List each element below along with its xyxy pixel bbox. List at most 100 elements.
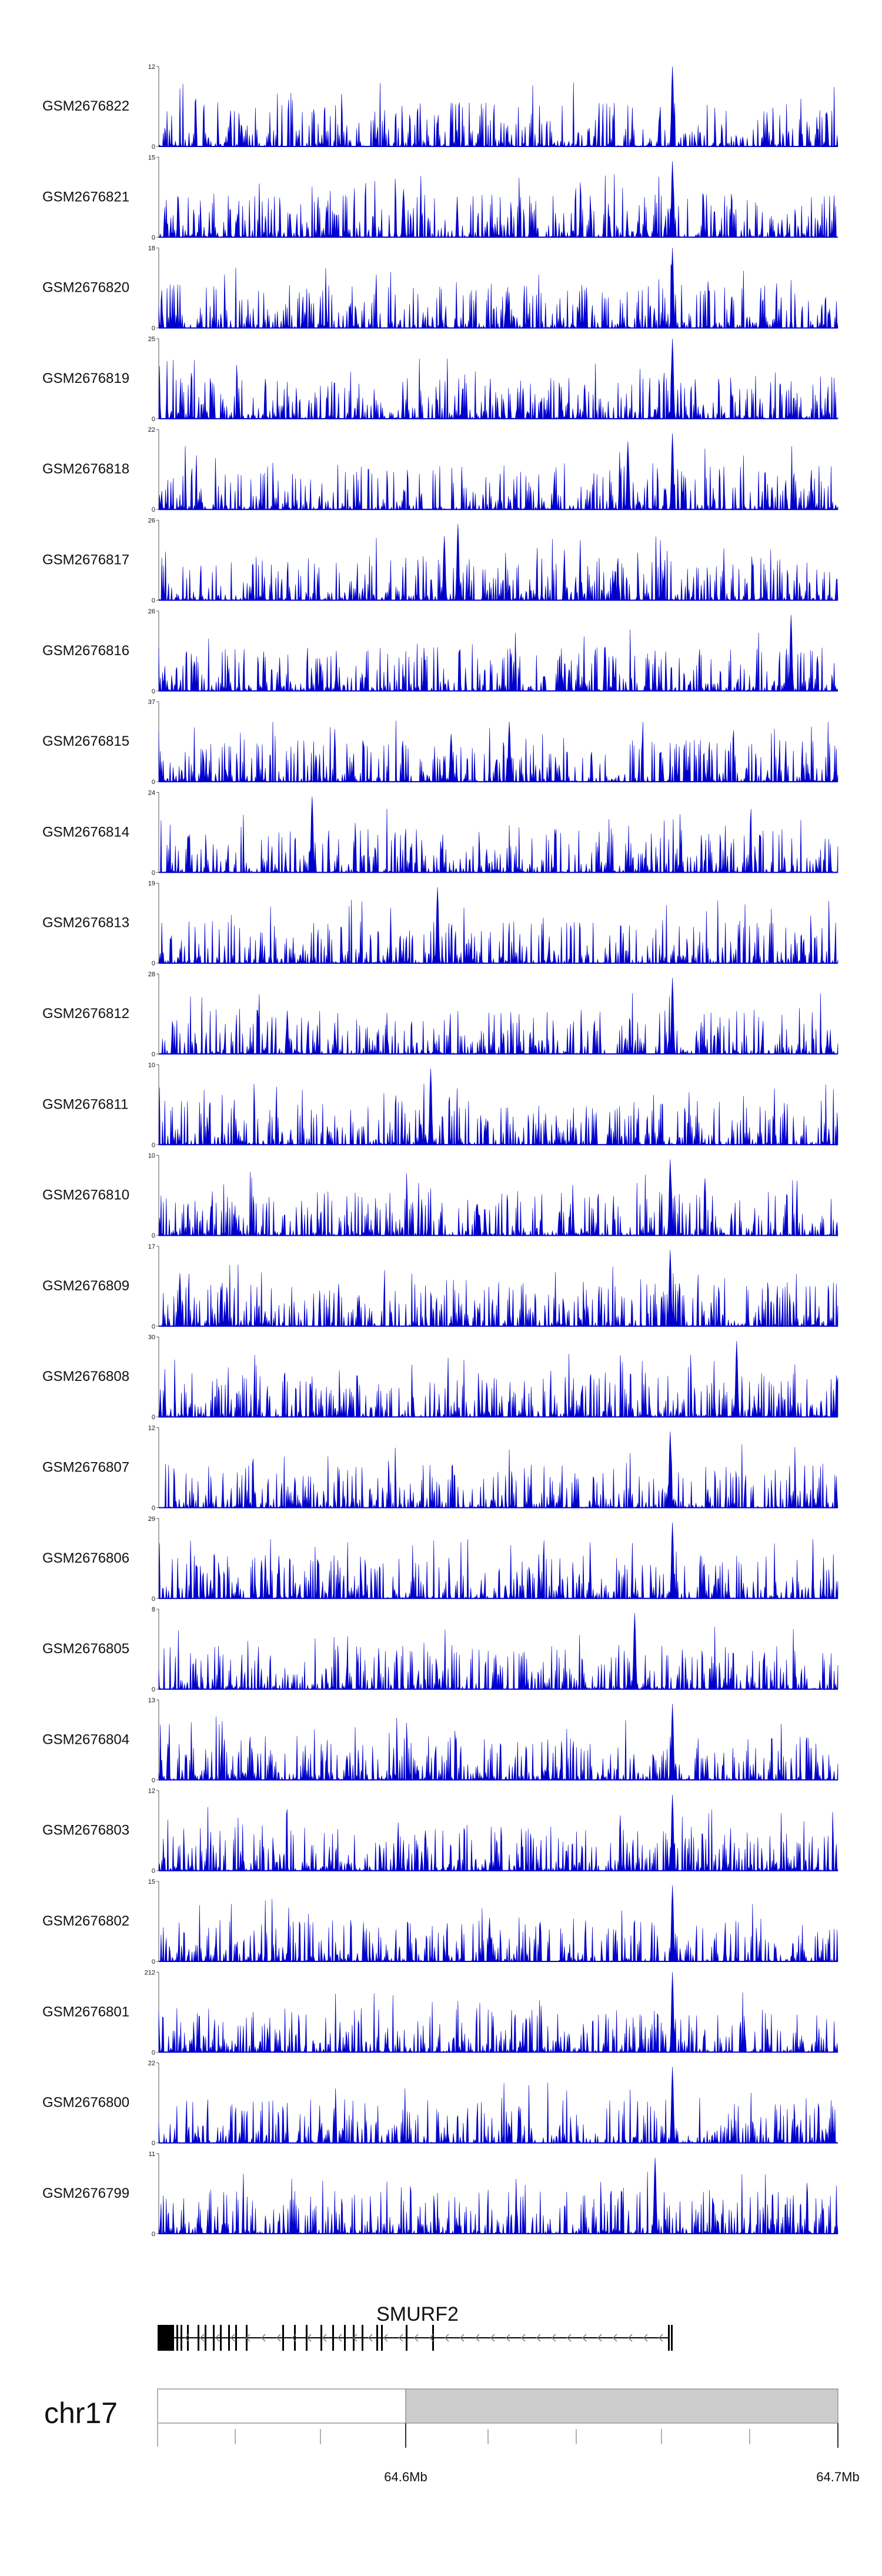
- gene-exon: [668, 2325, 670, 2351]
- y-min-label: 0: [152, 2231, 155, 2238]
- track-label: GSM2676804: [42, 1731, 129, 1747]
- gene-exon: [320, 2325, 322, 2351]
- y-min-label: 0: [152, 1596, 155, 1603]
- y-max-label: 29: [148, 1516, 155, 1523]
- signal-tracks: GSM2676822120GSM2676821150GSM2676820180G…: [42, 64, 838, 2238]
- track-GSM2676808: GSM2676808 30 0: [42, 1334, 838, 1421]
- track-GSM2676807: GSM2676807 12 0: [42, 1425, 838, 1512]
- strand-arrow: [368, 2334, 373, 2342]
- gene-name-label: SMURF2: [376, 2303, 459, 2325]
- y-max-label: 24: [148, 789, 155, 796]
- y-max-label: 15: [148, 154, 155, 161]
- strand-arrow: [475, 2334, 480, 2342]
- strand-arrow: [658, 2334, 663, 2342]
- gene-exon: [158, 2325, 174, 2351]
- track-GSM2676800: GSM2676800 22 0: [42, 2060, 838, 2147]
- strand-arrow: [291, 2334, 296, 2342]
- signal-area: [159, 796, 838, 873]
- y-max-label: 11: [149, 2151, 155, 2158]
- track-label: GSM2676820: [42, 280, 129, 296]
- track-label: GSM2676802: [42, 1913, 129, 1929]
- strand-arrow: [597, 2334, 602, 2342]
- track-label: GSM2676801: [42, 2004, 129, 2020]
- track-GSM2676801: GSM2676801 212 0: [42, 1969, 838, 2056]
- track-label: GSM2676807: [42, 1460, 129, 1476]
- track-label: GSM2676815: [42, 733, 129, 749]
- y-max-label: 12: [148, 1425, 155, 1432]
- y-min-label: 0: [152, 1414, 155, 1421]
- y-min-label: 0: [152, 2049, 155, 2056]
- y-min-label: 0: [152, 779, 155, 786]
- y-max-label: 37: [148, 699, 155, 706]
- signal-area: [158, 720, 838, 783]
- strand-arrow: [306, 2334, 312, 2342]
- gene-exon: [181, 2325, 182, 2351]
- strand-arrow: [429, 2334, 434, 2342]
- strand-arrow: [199, 2334, 205, 2342]
- y-min-label: 0: [152, 1142, 155, 1149]
- y-max-label: 212: [145, 1969, 155, 1976]
- y-max-label: 10: [148, 1062, 155, 1069]
- y-min-label: 0: [152, 1233, 155, 1240]
- signal-area: [158, 1972, 838, 2053]
- signal-area: [158, 248, 838, 329]
- signal-area: [158, 615, 838, 692]
- gene-exon: [344, 2325, 346, 2351]
- track-label: GSM2676813: [42, 915, 129, 931]
- track-label: GSM2676819: [42, 371, 129, 386]
- y-max-label: 17: [148, 1243, 155, 1250]
- signal-area: [158, 524, 838, 601]
- y-max-label: 13: [148, 1697, 155, 1704]
- strand-arrow: [444, 2334, 449, 2342]
- strand-arrow: [260, 2334, 266, 2342]
- track-GSM2676820: GSM2676820 18 0: [42, 245, 838, 332]
- track-GSM2676803: GSM2676803 12 0: [42, 1788, 838, 1875]
- y-max-label: 12: [148, 1788, 155, 1795]
- gene-exon: [213, 2325, 215, 2351]
- y-min-label: 0: [152, 1323, 155, 1330]
- signal-area: [158, 887, 838, 964]
- strand-arrow: [520, 2334, 526, 2342]
- signal-area: [158, 1704, 838, 1781]
- gene-exon: [376, 2325, 378, 2351]
- track-GSM2676814: GSM2676814 24 0: [42, 789, 838, 876]
- track-GSM2676817: GSM2676817 26 0: [42, 518, 838, 605]
- track-label: GSM2676799: [42, 2185, 129, 2201]
- signal-area: [158, 1794, 838, 1871]
- y-min-label: 0: [152, 1868, 155, 1875]
- track-label: GSM2676812: [42, 1006, 129, 1022]
- y-min-label: 0: [152, 960, 155, 967]
- strand-arrow: [459, 2334, 465, 2342]
- gene-exon: [228, 2325, 230, 2351]
- track-label: GSM2676811: [42, 1096, 128, 1112]
- gene-exon: [671, 2325, 673, 2351]
- track-GSM2676822: GSM2676822 12 0: [42, 64, 838, 151]
- signal-area: [159, 977, 838, 1055]
- track-GSM2676799: GSM2676799 11 0: [42, 2151, 838, 2238]
- y-min-label: 0: [152, 416, 155, 423]
- signal-area: [159, 1432, 838, 1509]
- y-max-label: 30: [148, 1334, 155, 1341]
- y-min-label: 0: [152, 506, 155, 513]
- gene-exon: [187, 2325, 189, 2351]
- strand-arrow: [490, 2334, 495, 2342]
- track-GSM2676811: GSM2676811 10 0: [42, 1062, 838, 1149]
- signal-area: [158, 1250, 838, 1327]
- y-max-label: 18: [148, 245, 155, 252]
- y-max-label: 12: [148, 64, 155, 71]
- gene-exon: [198, 2325, 199, 2351]
- y-max-label: 8: [152, 1606, 155, 1613]
- signal-area: [158, 1159, 838, 1236]
- y-min-label: 0: [152, 688, 155, 695]
- strand-arrow: [276, 2334, 281, 2342]
- strand-arrow: [566, 2334, 572, 2342]
- signal-area: [158, 2067, 838, 2144]
- gene-exon: [220, 2325, 222, 2351]
- strand-arrow: [337, 2334, 342, 2342]
- y-min-label: 0: [152, 325, 155, 332]
- signal-area: [158, 338, 838, 420]
- strand-arrow: [398, 2334, 403, 2342]
- gene-exon: [406, 2325, 407, 2351]
- gene-exon: [176, 2325, 178, 2351]
